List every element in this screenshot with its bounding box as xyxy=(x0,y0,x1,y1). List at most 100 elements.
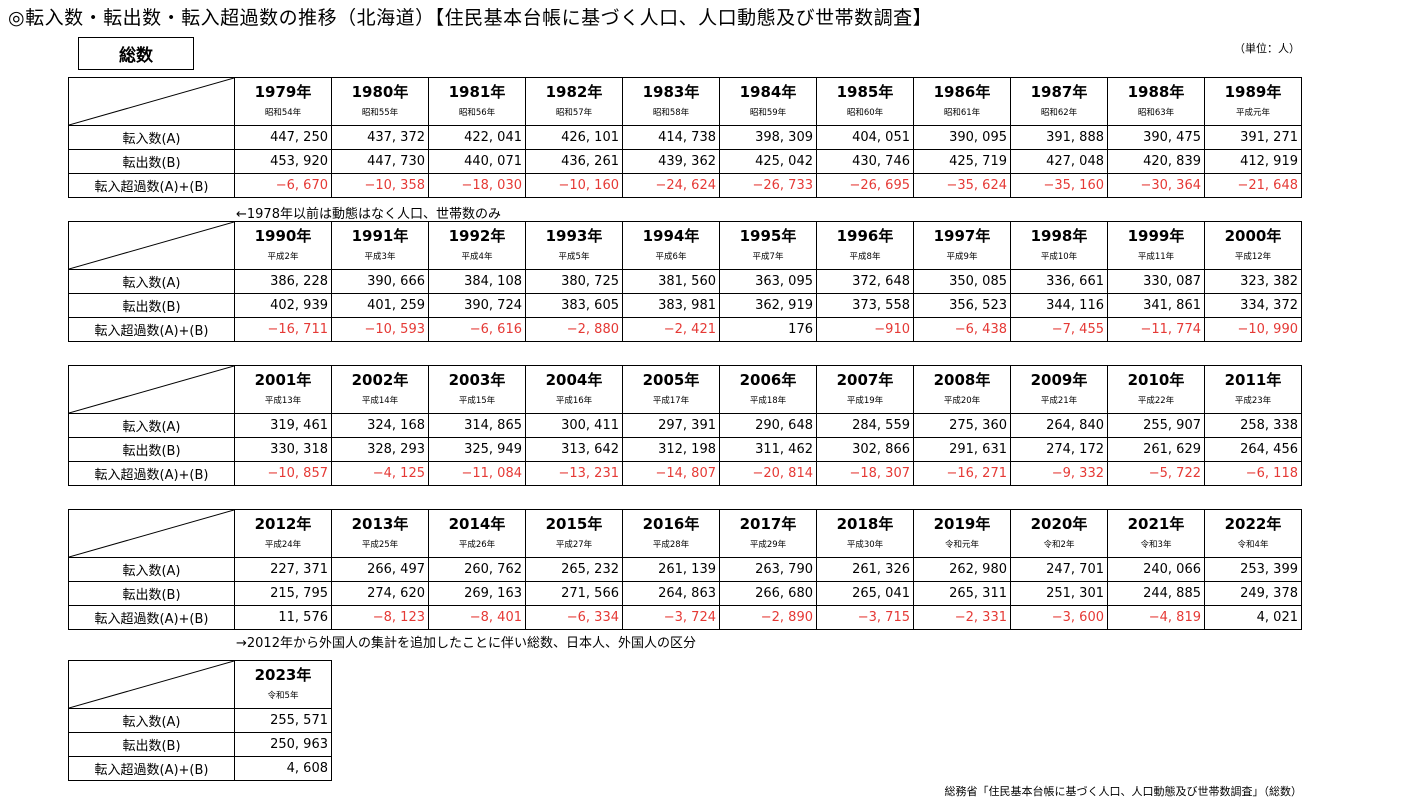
row-label: 転入数(A) xyxy=(68,125,235,150)
outflow-value-cell: 412, 919 xyxy=(1204,149,1302,174)
era-label: 昭和58年 xyxy=(652,108,690,118)
outflow-value-cell: 265, 311 xyxy=(913,581,1011,606)
era-label: 昭和63年 xyxy=(1137,108,1175,118)
era-label: 平成元年 xyxy=(1235,108,1270,118)
inflow-value-cell: 390, 475 xyxy=(1107,125,1205,150)
net-value-cell: −24, 624 xyxy=(622,173,720,198)
year-cell: 1990年 平成2年 xyxy=(234,221,332,270)
inflow-value-cell: 253, 399 xyxy=(1204,557,1302,582)
era-label: 平成24年 xyxy=(264,540,302,550)
diagonal-line xyxy=(69,661,234,708)
year-label: 2003年 xyxy=(448,371,506,389)
outflow-value-cell: 266, 680 xyxy=(719,581,817,606)
outflow-value-cell: 330, 318 xyxy=(234,437,332,462)
row-label: 転入数(A) xyxy=(68,557,235,582)
year-cell: 1998年 平成10年 xyxy=(1010,221,1108,270)
inflow-value-cell: 260, 762 xyxy=(428,557,526,582)
inflow-value-cell: 266, 497 xyxy=(331,557,429,582)
diagonal-line xyxy=(69,222,234,269)
era-label: 平成5年 xyxy=(558,252,590,262)
outflow-value-cell: 250, 963 xyxy=(234,732,332,757)
inflow-value-cell: 240, 066 xyxy=(1107,557,1205,582)
year-header-row: 1979年 昭和54年 1980年 昭和55年 1981年 昭和56年 1982年 昭和57年… xyxy=(68,77,1302,126)
outflow-value-cell: 291, 631 xyxy=(913,437,1011,462)
year-label: 1979年 xyxy=(254,83,312,101)
year-cell: 1980年 昭和55年 xyxy=(331,77,429,126)
net-value-cell: −26, 695 xyxy=(816,173,914,198)
outflow-value-cell: 401, 259 xyxy=(331,293,429,318)
net-value-cell: −3, 715 xyxy=(816,605,914,630)
year-label: 1994年 xyxy=(642,227,700,245)
era-label: 平成8年 xyxy=(849,252,881,262)
year-cell: 2017年 平成29年 xyxy=(719,509,817,558)
outflow-value-cell: 269, 163 xyxy=(428,581,526,606)
year-cell: 1983年 昭和58年 xyxy=(622,77,720,126)
inflow-value-cell: 390, 666 xyxy=(331,269,429,294)
year-cell: 2015年 平成27年 xyxy=(525,509,623,558)
era-label: 平成19年 xyxy=(846,396,884,406)
year-label: 2023年 xyxy=(254,666,312,684)
net-value-cell: −2, 421 xyxy=(622,317,720,342)
inflow-value-cell: 414, 738 xyxy=(622,125,720,150)
page-title: ◎転入数・転出数・転入超過数の推移（北海道）【住民基本台帳に基づく人口、人口動態… xyxy=(8,7,933,29)
outflow-value-cell: 453, 920 xyxy=(234,149,332,174)
outflow-value-cell: 439, 362 xyxy=(622,149,720,174)
diagonal-header-cell xyxy=(68,365,235,414)
era-label: 平成21年 xyxy=(1040,396,1078,406)
era-label: 昭和61年 xyxy=(943,108,981,118)
net-value-cell: 4, 021 xyxy=(1204,605,1302,630)
table-block-5: 2023年 令和5年 転入数(A) 255, 571 転出数(B) 250, 963 転入超… xyxy=(68,660,332,781)
year-label: 1984年 xyxy=(739,83,797,101)
year-label: 1981年 xyxy=(448,83,506,101)
era-label: 平成25年 xyxy=(361,540,399,550)
outflow-value-cell: 425, 719 xyxy=(913,149,1011,174)
era-label: 昭和54年 xyxy=(264,108,302,118)
row-label: 転入数(A) xyxy=(68,708,235,733)
year-label: 2005年 xyxy=(642,371,700,389)
net-value-cell: −10, 160 xyxy=(525,173,623,198)
table-block-4: 2012年 平成24年 2013年 平成25年 2014年 平成26年 2015年 平成27年… xyxy=(68,509,1302,630)
inflow-value-cell: 261, 139 xyxy=(622,557,720,582)
outflow-value-cell: 215, 795 xyxy=(234,581,332,606)
outflow-value-cell: 244, 885 xyxy=(1107,581,1205,606)
inflow-row: 転入数(A) 386, 228 390, 666 384, 108 380, 725 38… xyxy=(68,269,1302,294)
net-value-cell: −2, 890 xyxy=(719,605,817,630)
year-label: 2018年 xyxy=(836,515,894,533)
net-value-cell: −8, 401 xyxy=(428,605,526,630)
year-header-row: 2001年 平成13年 2002年 平成14年 2003年 平成15年 2004年 平成16年… xyxy=(68,365,1302,414)
diagonal-header-cell xyxy=(68,509,235,558)
year-cell: 2021年 令和3年 xyxy=(1107,509,1205,558)
inflow-value-cell: 314, 865 xyxy=(428,413,526,438)
outflow-value-cell: 390, 724 xyxy=(428,293,526,318)
unit-label: （単位：人） xyxy=(1234,42,1300,55)
year-cell: 2018年 平成30年 xyxy=(816,509,914,558)
net-value-cell: −14, 807 xyxy=(622,461,720,486)
outflow-value-cell: 251, 301 xyxy=(1010,581,1108,606)
outflow-value-cell: 261, 629 xyxy=(1107,437,1205,462)
net-value-cell: −4, 125 xyxy=(331,461,429,486)
year-label: 2020年 xyxy=(1030,515,1088,533)
row-label: 転入超過数(A)+(B) xyxy=(68,461,235,486)
outflow-value-cell: 271, 566 xyxy=(525,581,623,606)
outflow-value-cell: 420, 839 xyxy=(1107,149,1205,174)
outflow-row: 転出数(B) 453, 920 447, 730 440, 071 436, 261 43… xyxy=(68,149,1302,174)
inflow-value-cell: 284, 559 xyxy=(816,413,914,438)
year-cell: 2000年 平成12年 xyxy=(1204,221,1302,270)
row-label: 転出数(B) xyxy=(68,437,235,462)
outflow-value-cell: 311, 462 xyxy=(719,437,817,462)
year-label: 2022年 xyxy=(1224,515,1282,533)
year-label: 1996年 xyxy=(836,227,894,245)
year-cell: 2016年 平成28年 xyxy=(622,509,720,558)
inflow-value-cell: 422, 041 xyxy=(428,125,526,150)
era-label: 昭和56年 xyxy=(458,108,496,118)
diagonal-line xyxy=(69,78,234,125)
year-cell: 2014年 平成26年 xyxy=(428,509,526,558)
net-value-cell: −5, 722 xyxy=(1107,461,1205,486)
year-label: 2002年 xyxy=(351,371,409,389)
year-cell: 1989年 平成元年 xyxy=(1204,77,1302,126)
era-label: 平成9年 xyxy=(946,252,978,262)
year-label: 2004年 xyxy=(545,371,603,389)
year-cell: 2019年 令和元年 xyxy=(913,509,1011,558)
year-label: 1980年 xyxy=(351,83,409,101)
year-label: 2011年 xyxy=(1224,371,1282,389)
